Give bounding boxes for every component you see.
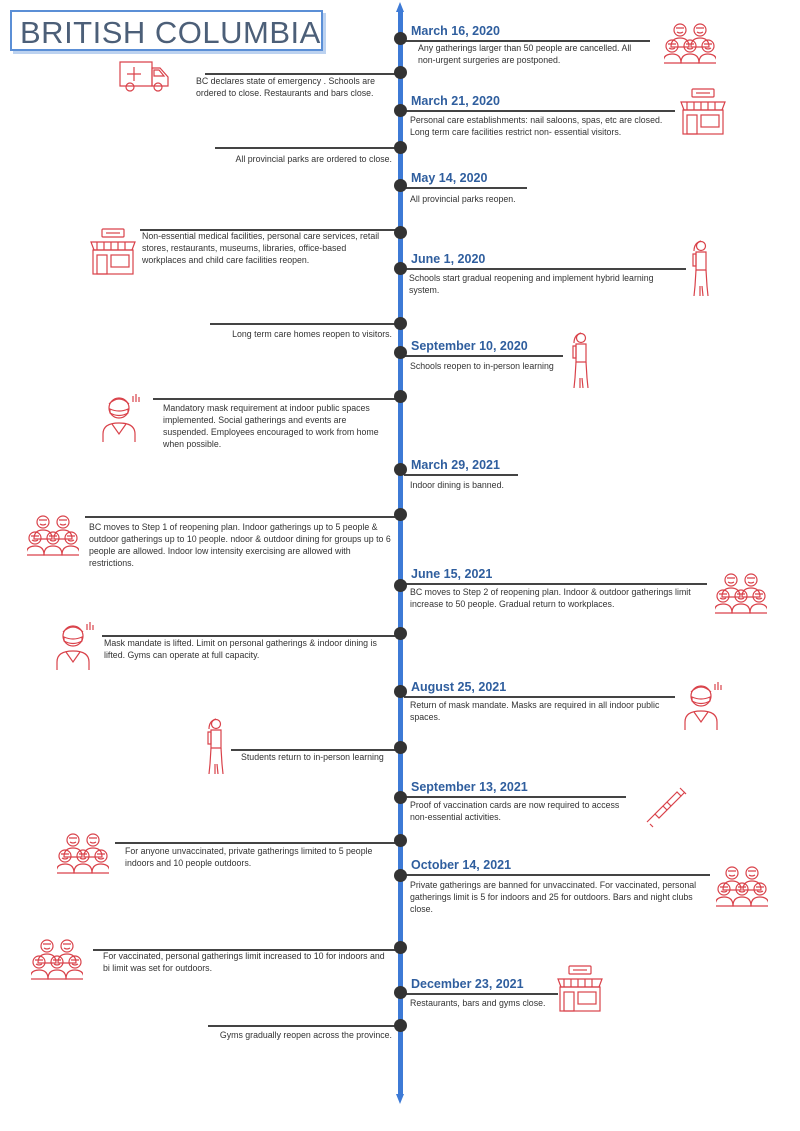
timeline-node <box>393 833 407 847</box>
event-description: Private gatherings are banned for unvacc… <box>410 880 697 914</box>
event-date: March 29, 2021 <box>411 458 500 472</box>
event-connector-line <box>404 583 707 585</box>
event-connector-line <box>93 949 396 951</box>
event-connector-line <box>102 635 396 637</box>
timeline-axis <box>398 10 403 1096</box>
timeline-node <box>393 1018 407 1032</box>
event-description: Schools reopen to in-person learning <box>410 361 554 371</box>
event-connector-line <box>404 40 650 42</box>
event-description: For anyone unvaccinated, private gatheri… <box>125 846 373 868</box>
event-description: For vaccinated, personal gatherings limi… <box>103 951 385 973</box>
timeline-node <box>393 740 407 754</box>
event-connector-line <box>205 73 396 75</box>
timeline-node <box>393 507 407 521</box>
crowd-icon <box>662 22 718 69</box>
crowd-icon <box>55 832 111 879</box>
event-date: December 23, 2021 <box>411 977 524 991</box>
storefront-icon <box>678 88 728 141</box>
event-date: March 21, 2020 <box>411 94 500 108</box>
timeline-node <box>393 103 407 117</box>
masked-person-icon <box>101 392 141 449</box>
event-connector-line <box>208 1025 396 1027</box>
timeline-node <box>393 316 407 330</box>
crowd-icon <box>29 938 85 985</box>
event-description: Indoor dining is banned. <box>410 480 504 490</box>
event-connector-line <box>231 749 396 751</box>
timeline-arrow-up <box>396 2 404 12</box>
event-description: Return of mask mandate. Masks are requir… <box>410 700 660 722</box>
event-description: Students return to in-person learning <box>241 752 384 762</box>
title-box: BRITISH COLUMBIA <box>10 10 323 51</box>
event-description: BC moves to Step 2 of reopening plan. In… <box>410 587 691 609</box>
syringe-icon <box>645 786 687 835</box>
event-description: Mask mandate is lifted. Limit on persona… <box>104 638 377 660</box>
timeline-node <box>393 345 407 359</box>
event-date: June 1, 2020 <box>411 252 486 266</box>
event-description: BC moves to Step 1 of reopening plan. In… <box>89 522 391 568</box>
ambulance-icon <box>118 58 170 99</box>
timeline-node <box>393 940 407 954</box>
page-title: BRITISH COLUMBIA <box>20 15 321 50</box>
timeline-node <box>393 225 407 239</box>
event-date: June 15, 2021 <box>411 567 493 581</box>
timeline-node <box>393 868 407 882</box>
timeline-node <box>393 462 407 476</box>
timeline-node <box>393 985 407 999</box>
event-description: Long term care homes reopen to visitors. <box>232 329 392 339</box>
event-date: September 10, 2020 <box>411 339 528 353</box>
event-description: Any gatherings larger than 50 people are… <box>418 43 632 65</box>
student-icon <box>205 718 225 781</box>
event-connector-line <box>404 474 518 476</box>
event-connector-line <box>404 796 626 798</box>
event-date: October 14, 2021 <box>411 858 512 872</box>
event-description: Mandatory mask requirement at indoor pub… <box>163 403 379 449</box>
event-connector-line <box>404 993 558 995</box>
event-connector-line <box>85 516 396 518</box>
event-connector-line <box>153 398 396 400</box>
event-connector-line <box>404 874 710 876</box>
event-date: September 13, 2021 <box>411 780 528 794</box>
event-description: All provincial parks reopen. <box>410 194 516 204</box>
timeline-node <box>393 578 407 592</box>
event-connector-line <box>215 147 396 149</box>
masked-person-icon <box>55 620 95 677</box>
event-description: Gyms gradually reopen across the provinc… <box>219 1030 392 1040</box>
event-connector-line <box>115 842 396 844</box>
timeline-node <box>393 626 407 640</box>
crowd-icon <box>25 514 81 561</box>
event-connector-line <box>404 355 563 357</box>
student-icon <box>690 240 710 303</box>
event-connector-line <box>404 696 675 698</box>
event-date: August 25, 2021 <box>411 680 507 694</box>
timeline-node <box>393 389 407 403</box>
event-date: March 16, 2020 <box>411 24 500 38</box>
event-date: May 14, 2020 <box>411 171 488 185</box>
event-connector-line <box>210 323 396 325</box>
storefront-icon <box>88 228 138 281</box>
timeline-node <box>393 684 407 698</box>
timeline-node <box>393 261 407 275</box>
student-icon <box>570 332 590 395</box>
event-description: Personal care establishments: nail saloo… <box>410 115 663 137</box>
timeline-node <box>393 31 407 45</box>
storefront-icon <box>555 965 605 1018</box>
event-connector-line <box>404 268 686 270</box>
event-connector-line <box>404 187 527 189</box>
timeline-node <box>393 178 407 192</box>
event-connector-line <box>140 229 396 231</box>
event-description: Proof of vaccination cards are now requi… <box>410 800 620 822</box>
timeline-node <box>393 65 407 79</box>
timeline-node <box>393 140 407 154</box>
event-description: Non-essential medical facilities, person… <box>142 231 380 265</box>
timeline-node <box>393 790 407 804</box>
event-description: All provincial parks are ordered to clos… <box>235 154 392 164</box>
event-connector-line <box>404 110 675 112</box>
event-description: Schools start gradual reopening and impl… <box>409 273 654 295</box>
timeline-arrow-down <box>396 1094 404 1104</box>
crowd-icon <box>714 865 770 912</box>
crowd-icon <box>713 572 769 619</box>
event-description: Restaurants, bars and gyms close. <box>410 998 546 1008</box>
event-description: BC declares state of emergency . Schools… <box>196 76 375 98</box>
masked-person-icon <box>683 680 723 737</box>
